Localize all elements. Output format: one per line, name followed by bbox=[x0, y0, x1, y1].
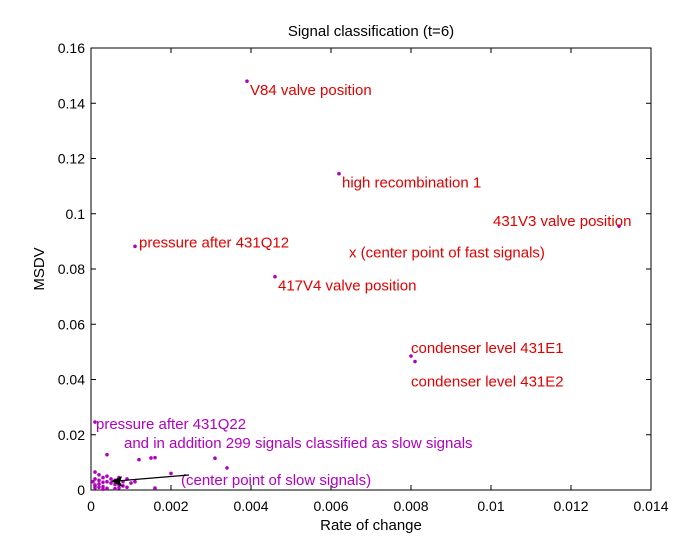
slow-center-arrow-line bbox=[114, 474, 190, 482]
slow-signal-point bbox=[213, 456, 217, 461]
slow-signal-point bbox=[101, 475, 105, 480]
fast-signal-label: condenser level 431E1 bbox=[411, 340, 564, 357]
chart-title: Signal classification (t=6) bbox=[288, 23, 454, 40]
x-tick-label: 0 bbox=[87, 498, 95, 514]
y-tick-label: 0.12 bbox=[58, 151, 85, 167]
slow-signal-point bbox=[105, 474, 109, 478]
fast-signal-point bbox=[617, 224, 621, 228]
slow-signal-point bbox=[97, 485, 101, 490]
y-tick-label: 0 bbox=[77, 482, 85, 498]
slow-signal-point bbox=[101, 487, 105, 491]
fast-signal-label: high recombination 1 bbox=[342, 175, 481, 192]
fast-signal-label: condenser level 431E2 bbox=[411, 374, 564, 391]
slow-signal-point bbox=[97, 478, 101, 483]
slow-signal-point bbox=[137, 457, 141, 462]
y-tick-label: 0.08 bbox=[58, 261, 85, 277]
y-tick-label: 0.14 bbox=[58, 95, 85, 111]
fast-signal-point bbox=[337, 171, 341, 176]
slow-pressure-label: pressure after 431Q22 bbox=[96, 416, 246, 433]
slow-signal-point bbox=[149, 456, 153, 460]
slow-signal-point bbox=[153, 455, 157, 460]
slow-signal-point bbox=[97, 482, 101, 486]
slow-center-label: (center point of slow signals) bbox=[181, 472, 371, 489]
slow-addition-label: and in addition 299 signals classified a… bbox=[124, 435, 473, 452]
fast-signal-label: V84 valve position bbox=[250, 82, 372, 99]
slow-signal-point bbox=[93, 477, 97, 481]
slow-signal-point bbox=[113, 486, 117, 491]
fast-signal-point bbox=[413, 359, 417, 364]
x-tick-label: 0.004 bbox=[233, 498, 268, 514]
slow-signal-point bbox=[109, 481, 113, 485]
fast-signal-label: pressure after 431Q12 bbox=[139, 234, 289, 251]
fast-signal-point bbox=[273, 274, 277, 279]
slow-signal-point bbox=[97, 473, 101, 477]
y-tick-label: 0.06 bbox=[58, 316, 85, 332]
slow-signal-point bbox=[105, 452, 109, 457]
y-tick-label: 0.1 bbox=[66, 206, 86, 222]
slow-signal-point bbox=[105, 479, 109, 484]
slow-signal-point bbox=[133, 479, 137, 484]
slow-signal-point bbox=[117, 485, 121, 490]
slow-signal-point bbox=[93, 420, 97, 424]
slow-center-arrowhead bbox=[111, 476, 123, 488]
slow-signal-point bbox=[109, 477, 113, 481]
x-tick-label: 0.012 bbox=[553, 498, 588, 514]
slow-signal-point bbox=[105, 486, 109, 491]
slow-signal-point bbox=[91, 479, 95, 484]
x-tick-label: 0.002 bbox=[153, 498, 188, 514]
fast-signal-point bbox=[245, 79, 249, 83]
fast-signal-label: 417V4 valve position bbox=[278, 278, 416, 295]
fast-signal-label: 431V3 valve position bbox=[493, 213, 631, 230]
slow-signal-point bbox=[93, 484, 97, 488]
slow-signal-point bbox=[125, 485, 129, 490]
slow-signal-point bbox=[101, 484, 105, 489]
x-tick-label: 0.008 bbox=[393, 498, 428, 514]
x-axis-title: Rate of change bbox=[320, 517, 422, 534]
fast-center-label: x (center point of fast signals) bbox=[349, 244, 545, 261]
slow-signal-point bbox=[129, 481, 133, 485]
slow-signal-point bbox=[169, 471, 173, 476]
y-tick-label: 0.02 bbox=[58, 427, 85, 443]
x-tick-label: 0.006 bbox=[313, 498, 348, 514]
slow-signal-point bbox=[153, 486, 157, 490]
slow-signal-point bbox=[93, 470, 97, 474]
y-axis-title: MSDV bbox=[31, 247, 48, 290]
x-tick-label: 0.014 bbox=[633, 498, 668, 514]
fast-signal-point bbox=[409, 354, 413, 358]
slow-signal-point bbox=[225, 466, 229, 470]
x-tick-label: 0.01 bbox=[477, 498, 504, 514]
slow-signal-point bbox=[101, 480, 105, 485]
fast-signal-point bbox=[133, 244, 137, 249]
y-tick-label: 0.04 bbox=[58, 372, 85, 388]
slow-signal-point bbox=[121, 484, 125, 488]
y-tick-label: 0.16 bbox=[58, 40, 85, 56]
